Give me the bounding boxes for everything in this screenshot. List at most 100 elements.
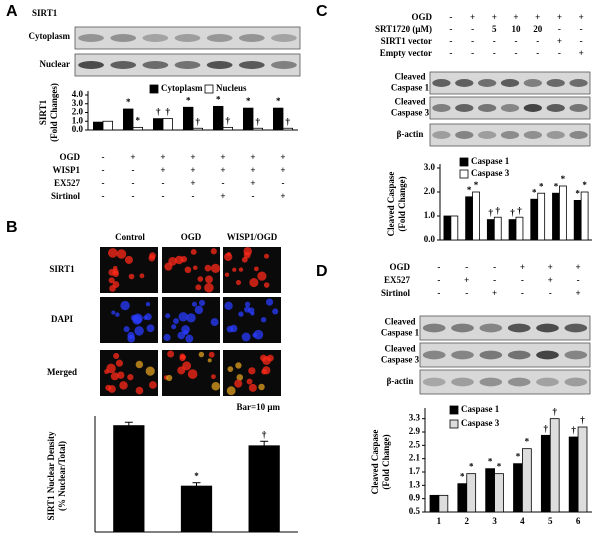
bar bbox=[222, 126, 234, 131]
cell bbox=[177, 331, 186, 340]
annotation: † bbox=[496, 205, 501, 215]
y-axis-label: (Fold Change) bbox=[397, 176, 407, 231]
band bbox=[206, 34, 233, 42]
annotation: * bbox=[525, 437, 530, 447]
cell bbox=[148, 254, 156, 262]
bar bbox=[113, 425, 145, 533]
y-axis-label: (Fold Change) bbox=[381, 434, 391, 489]
annotation: † bbox=[256, 116, 261, 126]
condition-label: OGD bbox=[59, 152, 80, 162]
band bbox=[271, 61, 297, 69]
annotation: † bbox=[156, 107, 161, 117]
x-tick-label: 2 bbox=[465, 516, 470, 526]
panel-label: C bbox=[316, 3, 328, 20]
cell bbox=[238, 311, 244, 317]
cell bbox=[253, 329, 264, 340]
condition-sign: + bbox=[492, 288, 497, 298]
cell bbox=[139, 273, 145, 279]
cell bbox=[224, 272, 230, 277]
band bbox=[536, 350, 559, 360]
cell bbox=[204, 283, 214, 293]
band bbox=[142, 61, 169, 69]
blot-label: Cleaved bbox=[395, 97, 426, 107]
condition-sign: - bbox=[549, 288, 552, 298]
band bbox=[451, 350, 474, 360]
y-axis-label: SIRT1 bbox=[38, 99, 48, 125]
y-tick-label: 1.0 bbox=[72, 115, 84, 125]
cell bbox=[253, 266, 259, 272]
y-axis-label: (% Nuclear/Total) bbox=[57, 441, 67, 511]
legend-label: Cytoplasm bbox=[161, 83, 203, 93]
bar bbox=[549, 418, 560, 513]
cell bbox=[265, 298, 274, 306]
bar bbox=[282, 127, 294, 131]
condition-label: EX527 bbox=[54, 178, 81, 188]
annotation: * bbox=[561, 174, 566, 184]
bar bbox=[457, 483, 468, 513]
condition-sign: + bbox=[492, 12, 497, 22]
cell bbox=[132, 313, 143, 324]
y-axis-label: Cleaved Caspase bbox=[386, 172, 396, 237]
bar bbox=[552, 192, 560, 241]
cell bbox=[180, 255, 188, 263]
cell bbox=[194, 305, 204, 315]
cell bbox=[179, 355, 186, 362]
condition-sign: + bbox=[464, 275, 469, 285]
annotation: * bbox=[539, 181, 544, 191]
bar bbox=[248, 445, 280, 533]
cell bbox=[193, 265, 198, 271]
annotation: * bbox=[582, 180, 587, 190]
band bbox=[238, 61, 265, 69]
band bbox=[451, 377, 474, 387]
bar bbox=[93, 121, 104, 131]
blot-label: Cleaved bbox=[385, 317, 416, 327]
annotation: * bbox=[246, 96, 251, 106]
bar bbox=[580, 191, 589, 241]
cell bbox=[135, 386, 144, 395]
y-tick-label: 3.0 bbox=[424, 162, 436, 172]
cell bbox=[116, 249, 127, 259]
cell bbox=[145, 301, 151, 307]
annotation: † bbox=[544, 423, 549, 433]
condition-sign: - bbox=[102, 178, 105, 188]
cell bbox=[226, 386, 236, 396]
y-tick-label: 2.0 bbox=[424, 186, 436, 196]
cell bbox=[197, 276, 204, 282]
y-axis-label: (Fold Changes) bbox=[49, 83, 59, 142]
cell bbox=[210, 318, 219, 327]
blot-label: Cytoplasm bbox=[28, 31, 70, 41]
cell bbox=[143, 315, 148, 320]
cell bbox=[186, 313, 196, 323]
band bbox=[569, 104, 588, 112]
condition-sign: - bbox=[465, 288, 468, 298]
bar bbox=[192, 127, 204, 131]
blot-label: β-actin bbox=[397, 129, 424, 139]
cell bbox=[227, 366, 234, 372]
band bbox=[536, 377, 559, 387]
cell bbox=[243, 247, 253, 256]
panel-label: D bbox=[316, 263, 328, 280]
cell bbox=[183, 330, 189, 336]
condition-sign: - bbox=[132, 178, 135, 188]
blot-label: Caspase 1 bbox=[381, 328, 420, 338]
cell bbox=[198, 351, 205, 358]
band bbox=[507, 323, 531, 333]
condition-label: Empty vector bbox=[380, 48, 432, 58]
band bbox=[523, 131, 542, 139]
cell bbox=[204, 264, 212, 272]
condition-sign: - bbox=[521, 288, 524, 298]
condition-sign: + bbox=[513, 12, 518, 22]
y-axis-label: SIRT1 Nuclear Density bbox=[46, 431, 56, 521]
condition-sign: + bbox=[130, 152, 135, 162]
condition-sign: - bbox=[580, 24, 583, 34]
y-tick-label: 2.1 bbox=[409, 453, 421, 463]
bar bbox=[252, 127, 264, 131]
annotation: * bbox=[194, 471, 199, 481]
condition-label: SIRT1 vector bbox=[381, 36, 432, 46]
annotation: * bbox=[276, 96, 281, 106]
blot bbox=[419, 369, 591, 395]
bar bbox=[212, 105, 224, 131]
annotation: † bbox=[580, 415, 585, 425]
cell bbox=[208, 351, 215, 358]
bar bbox=[508, 219, 517, 241]
